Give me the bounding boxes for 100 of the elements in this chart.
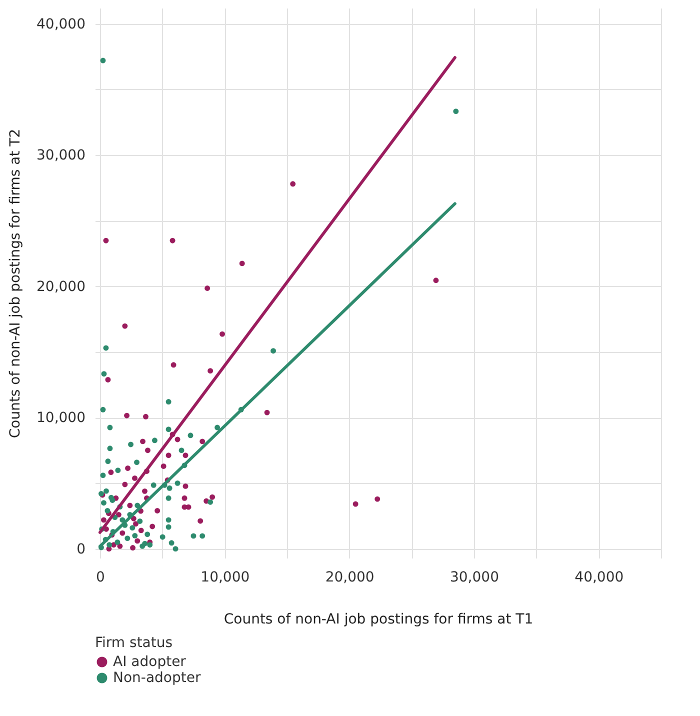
point: [117, 543, 123, 549]
point: [107, 446, 113, 452]
point: [108, 470, 114, 476]
point: [170, 362, 176, 368]
point: [433, 278, 439, 284]
point: [134, 460, 140, 466]
point: [264, 410, 270, 416]
point: [127, 502, 133, 508]
point: [143, 414, 148, 420]
point: [188, 432, 194, 438]
point: [103, 345, 109, 351]
point: [210, 494, 216, 500]
x-tick-label: 0: [96, 570, 105, 586]
point: [220, 331, 226, 337]
point: [166, 524, 172, 530]
point: [138, 528, 144, 534]
point: [147, 542, 153, 548]
point: [152, 438, 158, 444]
point: [172, 546, 178, 552]
point: [154, 508, 160, 514]
point: [130, 516, 136, 522]
y-tick-label: 0: [76, 541, 86, 558]
point: [132, 475, 138, 481]
point: [160, 534, 166, 540]
point: [115, 468, 121, 474]
point: [110, 498, 116, 503]
point: [114, 540, 120, 545]
y-tick-label: 10,000: [36, 410, 86, 426]
point: [100, 517, 106, 523]
point: [160, 464, 166, 469]
point: [128, 442, 134, 448]
point: [374, 496, 380, 502]
point: [208, 368, 214, 374]
point: [104, 508, 110, 514]
point: [200, 533, 206, 539]
legend-label: Non-adopter: [113, 670, 201, 686]
point: [105, 377, 111, 382]
legend-label: AI adopter: [113, 654, 186, 670]
point: [214, 424, 220, 430]
point: [166, 452, 172, 458]
point: [166, 517, 172, 523]
point: [125, 465, 131, 471]
point: [200, 438, 206, 444]
x-tick-label: 30,000: [450, 570, 499, 586]
point: [105, 458, 111, 464]
point: [182, 483, 188, 489]
point: [130, 525, 136, 531]
point: [453, 108, 459, 114]
point: [124, 412, 130, 418]
point: [182, 495, 188, 501]
x-axis-title: Counts of non-AI job postings for firms at T1: [224, 612, 534, 628]
point: [198, 518, 204, 524]
point: [133, 521, 139, 527]
point: [106, 542, 112, 548]
x-tick-label: 10,000: [200, 570, 250, 586]
point: [166, 485, 172, 491]
point: [122, 323, 128, 329]
point: [174, 480, 180, 486]
point: [178, 448, 184, 454]
point: [107, 424, 113, 430]
point: [190, 533, 196, 539]
point: [100, 472, 106, 478]
y-tick-label: 20,000: [36, 278, 86, 295]
point: [100, 58, 106, 64]
point: [140, 438, 146, 444]
point: [150, 482, 156, 488]
y-tick-label: 30,000: [36, 148, 86, 164]
point: [130, 545, 136, 550]
point: [122, 482, 128, 488]
point: [116, 512, 122, 518]
y-axis-title: Counts of non-AI job postings for firms at T2: [8, 128, 24, 438]
point: [103, 488, 109, 494]
point: [124, 536, 130, 542]
point: [352, 501, 358, 507]
point: [208, 499, 214, 505]
point: [166, 399, 172, 405]
point: [144, 448, 150, 454]
point: [142, 488, 148, 494]
point: [134, 538, 140, 544]
point: [120, 530, 126, 536]
point: [100, 406, 106, 412]
x-tick-label: 20,000: [325, 570, 374, 586]
point: [144, 532, 150, 538]
point: [103, 238, 109, 244]
point: [170, 238, 176, 244]
x-tick-label: 40,000: [574, 570, 624, 586]
point: [132, 532, 138, 538]
point: [166, 495, 172, 501]
point: [150, 524, 156, 530]
point: [204, 286, 210, 291]
point: [137, 518, 143, 524]
point: [168, 540, 174, 546]
point: [166, 426, 172, 432]
point: [239, 260, 245, 266]
point: [140, 543, 146, 549]
point: [270, 348, 276, 354]
y-tick-label: 40,000: [36, 16, 86, 32]
point: [100, 500, 106, 506]
point: [101, 371, 107, 377]
point: [290, 181, 296, 187]
